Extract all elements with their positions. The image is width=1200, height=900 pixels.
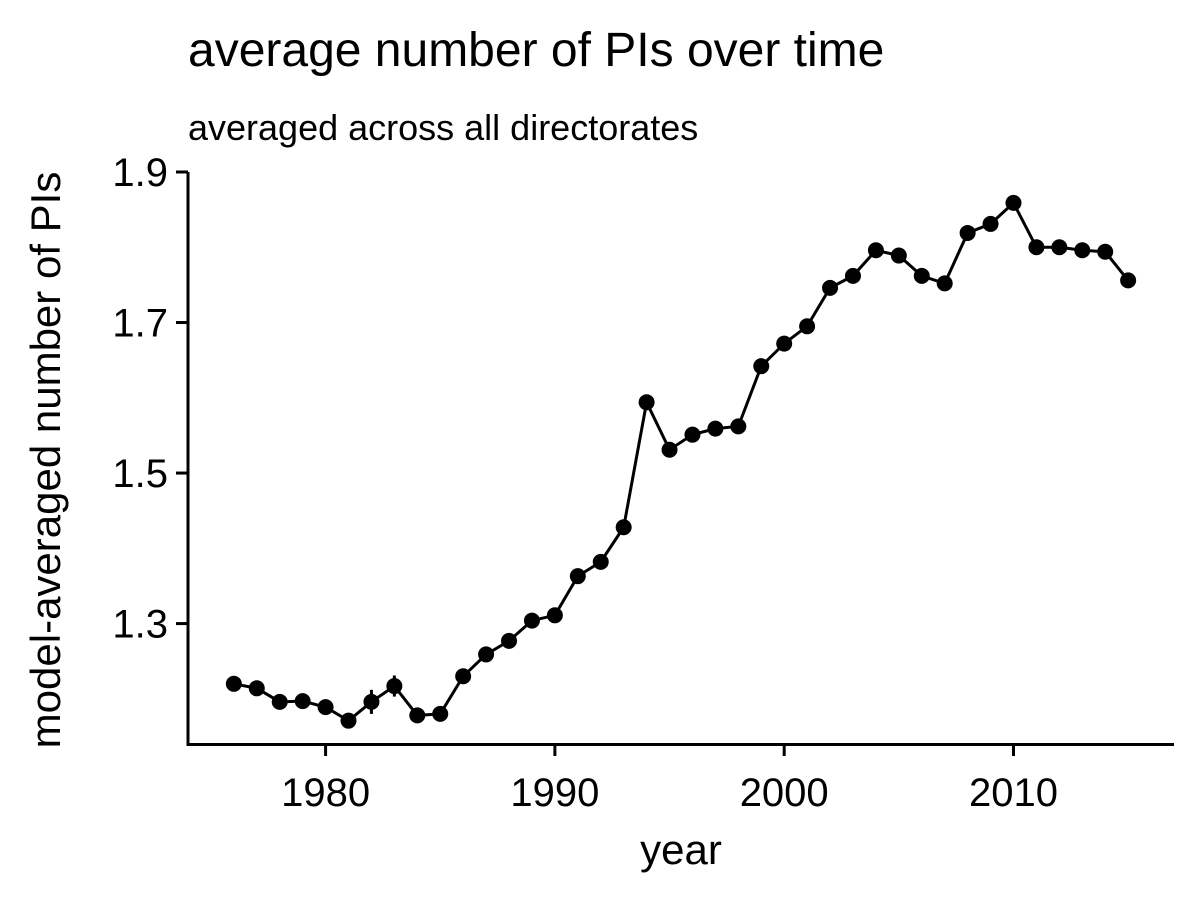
data-point — [1051, 239, 1068, 256]
data-point — [478, 646, 495, 663]
data-point — [936, 275, 953, 292]
data-point — [776, 335, 793, 352]
data-point — [730, 418, 747, 435]
data-point — [890, 247, 907, 264]
data-point — [684, 426, 701, 443]
data-point — [455, 668, 472, 685]
data-point — [225, 675, 242, 692]
x-axis-title: year — [640, 826, 722, 873]
y-tick-label: 1.7 — [112, 302, 168, 346]
data-point — [867, 242, 884, 259]
data-point — [409, 707, 426, 724]
data-point — [799, 318, 816, 335]
data-point — [844, 267, 861, 284]
x-axis: 1980 1990 2000 2010 — [186, 743, 1174, 815]
data-point — [294, 693, 311, 710]
y-tick-label: 1.5 — [112, 452, 168, 496]
x-tick-label: 2000 — [740, 771, 829, 815]
data-point — [271, 693, 288, 710]
data-point — [386, 678, 403, 695]
data-point — [982, 215, 999, 232]
data-point — [913, 267, 930, 284]
data-point — [592, 553, 609, 570]
series-line — [233, 200, 1130, 723]
data-point — [1074, 242, 1091, 259]
y-axis: 1.3 1.5 1.7 1.9 — [112, 151, 190, 746]
data-point — [661, 441, 678, 458]
data-point — [707, 420, 724, 437]
x-tick-label: 1980 — [281, 771, 370, 815]
data-point — [638, 394, 655, 411]
data-point — [753, 358, 770, 375]
data-point — [501, 632, 518, 649]
data-point — [615, 519, 632, 536]
data-point — [1120, 272, 1137, 289]
x-tick-label: 2010 — [969, 771, 1058, 815]
data-point — [340, 712, 357, 729]
data-point — [317, 699, 334, 716]
series-layer — [225, 194, 1137, 729]
y-tick-label: 1.3 — [112, 603, 168, 647]
data-point — [546, 607, 563, 624]
y-axis-title: model-averaged number of PIs — [22, 172, 69, 749]
data-point — [1005, 194, 1022, 211]
data-point — [248, 680, 265, 697]
chart-subtitle: averaged across all directorates — [188, 107, 698, 148]
data-point — [1028, 239, 1045, 256]
chart-title: average number of PIs over time — [188, 24, 884, 77]
x-tick-label: 1990 — [510, 771, 599, 815]
data-point — [959, 224, 976, 241]
data-point — [569, 568, 586, 585]
data-point — [432, 705, 449, 722]
data-point — [1097, 243, 1114, 260]
data-point — [822, 279, 839, 296]
y-tick-label: 1.9 — [112, 151, 168, 195]
data-point — [523, 612, 540, 629]
data-point — [363, 693, 380, 710]
